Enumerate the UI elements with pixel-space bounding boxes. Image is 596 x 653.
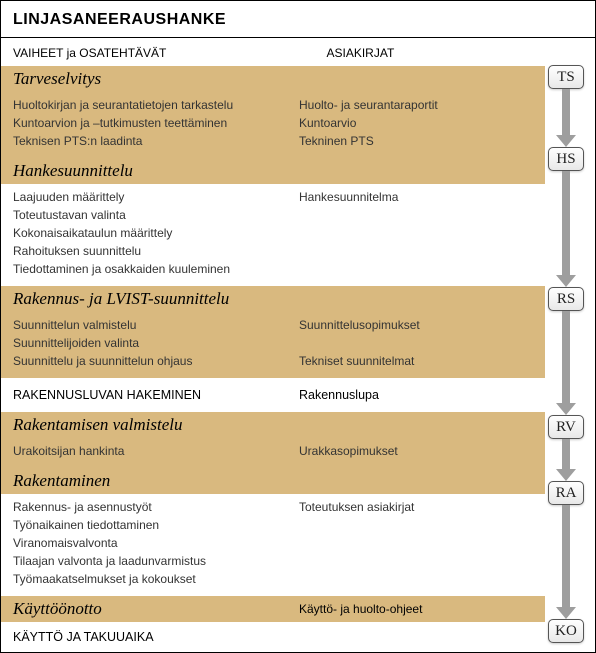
phase-header: Rakennus- ja LVIST-suunnittelu — [1, 286, 545, 312]
doc-list: Hankesuunnitelma — [299, 188, 533, 278]
task-item: Suunnittelun valmistelu — [13, 316, 299, 334]
task-item: Laajuuden määrittely — [13, 188, 299, 206]
task-item: Kokonaisaikataulun määrittely — [13, 224, 299, 242]
doc-item: Huolto- ja seurantaraportit — [299, 96, 533, 114]
doc-item: Suunnittelusopimukset — [299, 316, 533, 334]
phase-title: Hankesuunnittelu — [13, 161, 299, 181]
interstitial-row: RAKENNUSLUVAN HAKEMINENRakennuslupa — [1, 378, 545, 412]
phase-title: Rakennus- ja LVIST-suunnittelu — [13, 289, 299, 309]
task-item: Suunnittelijoiden valinta — [13, 334, 299, 352]
phase-badge: RA — [548, 481, 584, 505]
task-item: Työmaakatselmukset ja kokoukset — [13, 570, 299, 588]
doc-item: Tekninen PTS — [299, 132, 533, 150]
doc-item: Tekniset suunnitelmat — [299, 352, 533, 370]
column-headers: VAIHEET ja OSATEHTÄVÄT ASIAKIRJAT — [1, 38, 595, 66]
doc-list: Urakkasopimukset — [299, 442, 533, 460]
task-item: Viranomaisvalvonta — [13, 534, 299, 552]
phase-header: KäyttöönottoKäyttö- ja huolto-ohjeet — [1, 596, 545, 622]
task-list: Laajuuden määrittelyToteutustavan valint… — [13, 188, 299, 278]
phase-header: Rakentamisen valmistelu — [1, 412, 545, 438]
phase-badge: RV — [548, 415, 584, 439]
task-list: Rakennus- ja asennustyötTyönaikainen tie… — [13, 498, 299, 588]
task-item: Teknisen PTS:n laadinta — [13, 132, 299, 150]
phase-title: Tarveselvitys — [13, 69, 299, 89]
header-tasks: VAIHEET ja OSATEHTÄVÄT — [13, 46, 327, 60]
arrow-column: TS HS RS RV RA KO — [545, 41, 587, 652]
task-item: Tiedottaminen ja osakkaiden kuuleminen — [13, 260, 299, 278]
doc-list: Huolto- ja seurantaraportitKuntoarvioTek… — [299, 96, 533, 150]
phase-title: Rakentaminen — [13, 471, 299, 491]
phase-body: Laajuuden määrittelyToteutustavan valint… — [1, 184, 545, 286]
phase-badge: HS — [548, 147, 584, 171]
doc-item — [299, 334, 533, 352]
arrow-down-icon — [556, 89, 576, 147]
task-item: Tilaajan valvonta ja laadunvarmistus — [13, 552, 299, 570]
doc-item: Kuntoarvio — [299, 114, 533, 132]
arrow-down-icon — [556, 439, 576, 481]
interstitial-task: RAKENNUSLUVAN HAKEMINEN — [13, 388, 299, 402]
doc-list: Toteutuksen asiakirjat — [299, 498, 533, 588]
footer-text: KÄYTTÖ JA TAKUUAIKA — [1, 622, 595, 652]
phase-body: Rakennus- ja asennustyötTyönaikainen tie… — [1, 494, 545, 596]
task-item: Urakoitsijan hankinta — [13, 442, 299, 460]
phase-body: Suunnittelun valmisteluSuunnittelijoiden… — [1, 312, 545, 378]
phase-badge: KO — [548, 619, 584, 643]
task-item: Rakennus- ja asennustyöt — [13, 498, 299, 516]
phase-doc: Käyttö- ja huolto-ohjeet — [299, 602, 533, 616]
phase-badge: RS — [548, 287, 584, 311]
task-item: Huoltokirjan ja seurantatietojen tarkast… — [13, 96, 299, 114]
task-item: Rahoituksen suunnittelu — [13, 242, 299, 260]
arrow-down-icon — [556, 171, 576, 287]
phase-header: Hankesuunnittelu — [1, 158, 545, 184]
phases-column: Tarveselvitys Huoltokirjan ja seurantatie… — [1, 66, 595, 622]
diagram-container: LINJASANEERAUSHANKE VAIHEET ja OSATEHTÄV… — [0, 0, 596, 653]
phase-body: Huoltokirjan ja seurantatietojen tarkast… — [1, 92, 545, 158]
task-list: Urakoitsijan hankinta — [13, 442, 299, 460]
main-title: LINJASANEERAUSHANKE — [1, 1, 595, 38]
task-list: Huoltokirjan ja seurantatietojen tarkast… — [13, 96, 299, 150]
arrow-down-icon — [556, 505, 576, 619]
task-item: Toteutustavan valinta — [13, 206, 299, 224]
doc-item: Hankesuunnitelma — [299, 188, 533, 206]
content: Tarveselvitys Huoltokirjan ja seurantatie… — [1, 66, 595, 622]
task-item: Suunnittelu ja suunnittelun ohjaus — [13, 352, 299, 370]
doc-list: Suunnittelusopimukset Tekniset suunnitel… — [299, 316, 533, 370]
phase-header: Tarveselvitys — [1, 66, 545, 92]
phase-badge: TS — [548, 65, 584, 89]
phase-title: Rakentamisen valmistelu — [13, 415, 299, 435]
doc-item: Urakkasopimukset — [299, 442, 533, 460]
task-list: Suunnittelun valmisteluSuunnittelijoiden… — [13, 316, 299, 370]
task-item: Kuntoarvion ja –tutkimusten teettäminen — [13, 114, 299, 132]
arrow-down-icon — [556, 311, 576, 415]
phase-header: Rakentaminen — [1, 468, 545, 494]
phase-body: Urakoitsijan hankintaUrakkasopimukset — [1, 438, 545, 468]
interstitial-doc: Rakennuslupa — [299, 388, 533, 402]
phase-title: Käyttöönotto — [13, 599, 299, 619]
doc-item: Toteutuksen asiakirjat — [299, 498, 533, 516]
task-item: Työnaikainen tiedottaminen — [13, 516, 299, 534]
